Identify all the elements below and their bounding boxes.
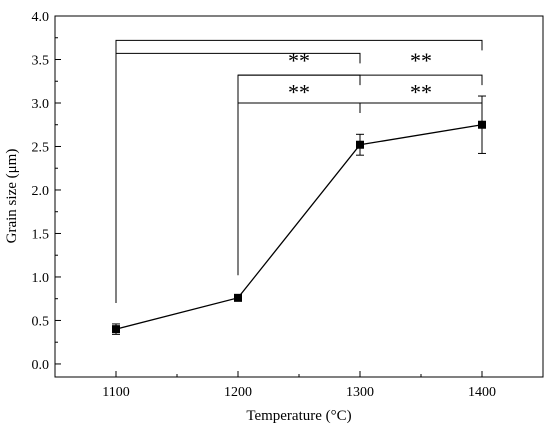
y-tick-label: 1.5	[32, 227, 50, 242]
data-point	[234, 293, 242, 302]
y-axis-title: Grain size (μm)	[4, 149, 20, 244]
y-tick-label: 2.0	[32, 184, 50, 199]
data-point	[356, 140, 364, 149]
significance-labels: ** ** ** **	[288, 48, 432, 104]
significance-label: **	[410, 80, 432, 105]
data-point	[478, 120, 486, 129]
data-point	[112, 325, 120, 334]
y-tick-label: 2.5	[32, 140, 50, 155]
data-series	[112, 95, 486, 335]
significance-label: **	[288, 80, 310, 105]
y-tick-label: 3.5	[32, 53, 50, 68]
y-tick-label: 3.0	[32, 97, 50, 112]
y-tick-label: 1.0	[32, 271, 50, 286]
significance-bracket	[115, 39, 483, 54]
x-tick-label: 1100	[102, 385, 129, 400]
significance-bracket	[237, 74, 361, 276]
x-axis: 1100 1200 1300 1400	[102, 371, 496, 400]
x-axis-title: Temperature (°C)	[246, 408, 351, 424]
y-tick-label: 0.0	[32, 358, 50, 373]
significance-label: **	[410, 48, 432, 73]
y-tick-label: 4.0	[32, 10, 50, 25]
y-axis: 0.0 0.5 1.0 1.5 2.0 2.5 3.0 3.5 4.0	[32, 10, 61, 373]
significance-bracket	[115, 52, 361, 304]
significance-brackets	[115, 39, 483, 304]
x-tick-label: 1300	[346, 385, 374, 400]
y-tick-label: 0.5	[32, 314, 50, 329]
x-tick-label: 1400	[468, 385, 496, 400]
significance-label: **	[288, 48, 310, 73]
significance-bracket	[238, 74, 483, 86]
x-tick-label: 1200	[224, 385, 252, 400]
series-line	[115, 124, 483, 330]
